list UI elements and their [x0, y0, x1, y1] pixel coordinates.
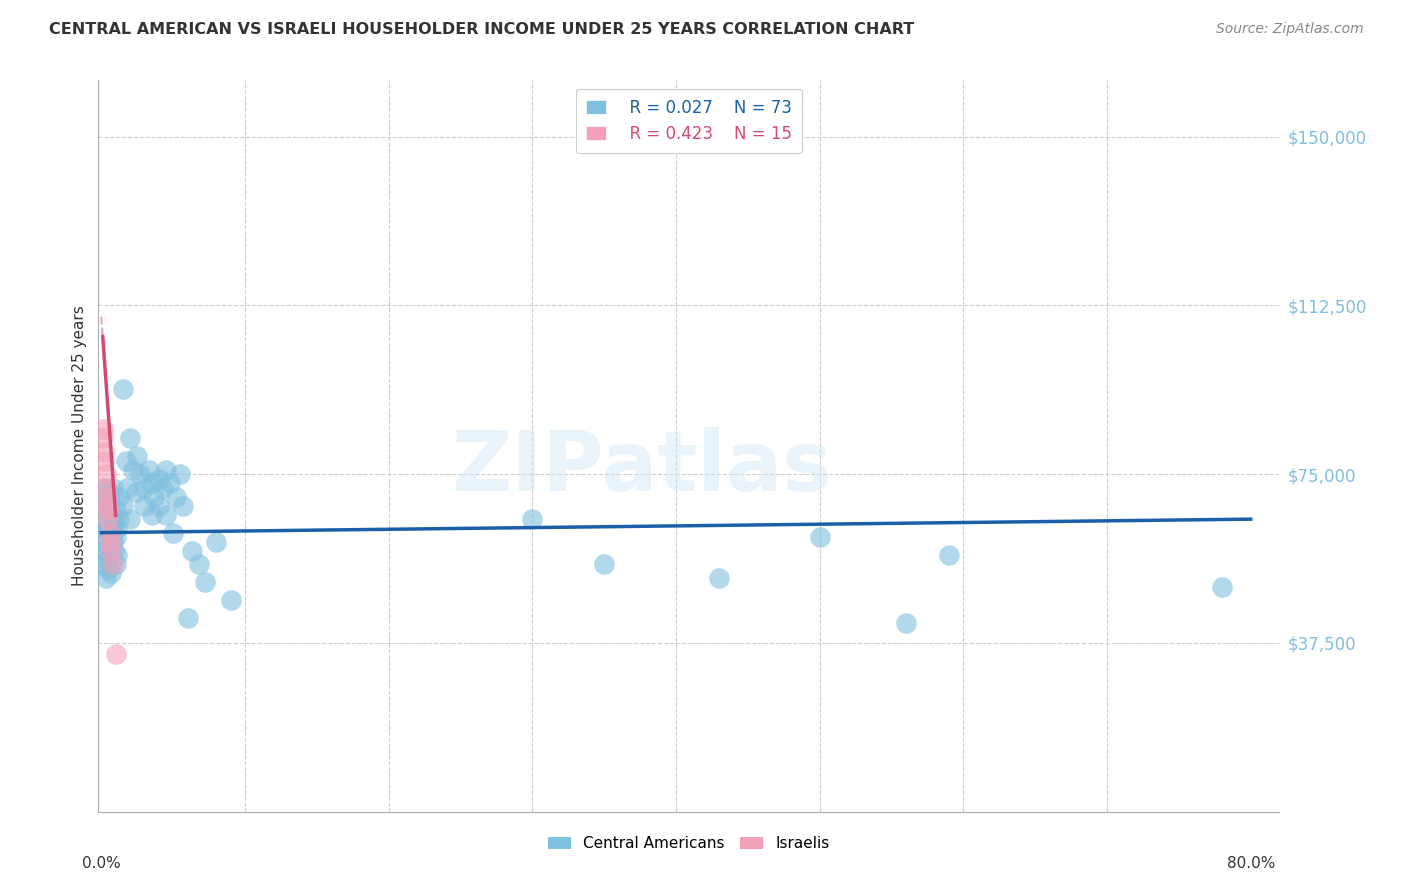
Point — [93, 557, 115, 571]
Point — [94, 490, 117, 504]
Point — [98, 548, 121, 562]
Point — [104, 647, 127, 661]
Point — [94, 534, 117, 549]
Text: ZIPatlas: ZIPatlas — [451, 427, 832, 508]
Point — [98, 534, 121, 549]
Point — [103, 516, 125, 531]
Point — [808, 530, 831, 544]
Point — [148, 472, 170, 486]
Point — [522, 512, 544, 526]
Point — [125, 485, 148, 500]
Point — [134, 499, 156, 513]
Point — [162, 525, 184, 540]
Point — [707, 571, 730, 585]
Point — [894, 615, 917, 630]
Point — [97, 503, 120, 517]
Text: CENTRAL AMERICAN VS ISRAELI HOUSEHOLDER INCOME UNDER 25 YEARS CORRELATION CHART: CENTRAL AMERICAN VS ISRAELI HOUSEHOLDER … — [49, 22, 914, 37]
Point — [169, 467, 191, 482]
Point — [91, 543, 114, 558]
Point — [172, 499, 194, 513]
Point — [93, 444, 115, 458]
Point — [593, 557, 616, 571]
Point — [91, 521, 114, 535]
Point — [96, 552, 118, 566]
Point — [105, 548, 128, 562]
Point — [219, 593, 242, 607]
Point — [96, 525, 118, 540]
Point — [97, 562, 120, 576]
Legend: Central Americans, Israelis: Central Americans, Israelis — [541, 829, 837, 859]
Point — [100, 508, 122, 522]
Point — [155, 462, 177, 476]
Text: 0.0%: 0.0% — [82, 855, 121, 871]
Point — [96, 499, 118, 513]
Point — [103, 543, 125, 558]
Y-axis label: Householder Income Under 25 years: Householder Income Under 25 years — [72, 306, 87, 586]
Point — [101, 557, 124, 571]
Point — [93, 481, 115, 495]
Point — [105, 521, 128, 535]
Point — [97, 539, 120, 553]
Point — [205, 534, 228, 549]
Point — [138, 462, 160, 476]
Point — [101, 534, 124, 549]
Point — [141, 508, 163, 522]
Point — [104, 503, 127, 517]
Point — [94, 571, 117, 585]
Point — [101, 481, 124, 495]
Point — [94, 481, 117, 495]
Point — [194, 575, 217, 590]
Point — [91, 431, 114, 445]
Point — [143, 490, 166, 504]
Point — [96, 490, 118, 504]
Point — [129, 467, 152, 482]
Point — [107, 490, 129, 504]
Point — [152, 481, 174, 495]
Text: Source: ZipAtlas.com: Source: ZipAtlas.com — [1216, 22, 1364, 37]
Point — [98, 494, 121, 508]
Point — [97, 516, 120, 531]
Point — [100, 543, 122, 558]
Point — [100, 530, 122, 544]
Point — [93, 453, 115, 467]
Point — [148, 499, 170, 513]
Point — [155, 508, 177, 522]
Point — [91, 422, 114, 436]
Point — [97, 485, 120, 500]
Point — [176, 611, 198, 625]
Point — [94, 512, 117, 526]
Point — [98, 521, 121, 535]
Point — [111, 382, 134, 396]
Point — [107, 512, 129, 526]
Point — [938, 548, 960, 562]
Point — [104, 530, 127, 544]
Point — [165, 490, 187, 504]
Point — [118, 512, 141, 526]
Point — [97, 512, 120, 526]
Point — [114, 453, 136, 467]
Point — [180, 543, 202, 558]
Point — [118, 431, 141, 445]
Point — [1211, 580, 1233, 594]
Point — [159, 476, 181, 491]
Point — [94, 467, 117, 482]
Point — [122, 462, 145, 476]
Point — [98, 525, 121, 540]
Point — [100, 566, 122, 581]
Point — [111, 499, 134, 513]
Point — [101, 512, 124, 526]
Point — [93, 503, 115, 517]
Point — [104, 557, 127, 571]
Point — [96, 499, 118, 513]
Point — [127, 449, 149, 463]
Point — [134, 481, 156, 495]
Point — [115, 481, 138, 495]
Point — [188, 557, 211, 571]
Point — [141, 476, 163, 491]
Text: 80.0%: 80.0% — [1226, 855, 1275, 871]
